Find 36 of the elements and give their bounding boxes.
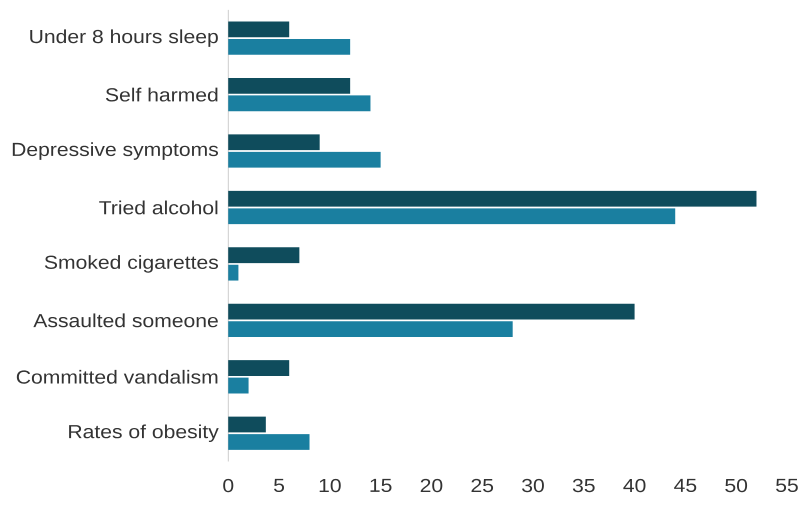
x-tick-label: 45 [674, 478, 696, 492]
bar [228, 190, 756, 207]
x-tick-label: 5 [274, 478, 284, 492]
x-tick-label: 35 [572, 478, 595, 492]
y-tick-label: Smoked cigarettes [44, 255, 218, 273]
bar [228, 247, 300, 264]
x-tick-label: 50 [725, 478, 748, 492]
bar [228, 208, 676, 224]
x-tick-label: 25 [472, 478, 494, 492]
bar [228, 416, 266, 432]
y-tick-label: Rates of obesity [69, 424, 219, 442]
x-tick-label: 15 [370, 478, 392, 492]
y-tick-label: Self harmed [106, 88, 218, 102]
bar [228, 434, 310, 450]
y-tick-label: Depressive symptoms [12, 142, 218, 160]
x-tick-label: 40 [623, 478, 646, 492]
bar [228, 21, 290, 38]
x-tick-label: 10 [320, 478, 341, 492]
bar [228, 95, 370, 112]
bar [228, 378, 249, 394]
bar [228, 152, 381, 168]
x-tick-label: 0 [223, 478, 234, 492]
bar [228, 360, 290, 376]
bar [228, 38, 350, 55]
y-tick-label: Tried alcohol [99, 200, 218, 214]
bar [228, 78, 350, 94]
bar [228, 321, 513, 337]
y-tick-label: Assaulted someone [33, 313, 218, 328]
x-tick-label: 30 [522, 478, 544, 492]
x-tick-label: 20 [420, 478, 442, 492]
y-tick-label: Committed vandalism [16, 370, 218, 384]
x-tick-label: 55 [776, 478, 798, 492]
bar [228, 134, 320, 150]
bar [228, 304, 635, 320]
bar [228, 264, 238, 281]
y-tick-label: Under 8 hours sleep [30, 29, 218, 47]
